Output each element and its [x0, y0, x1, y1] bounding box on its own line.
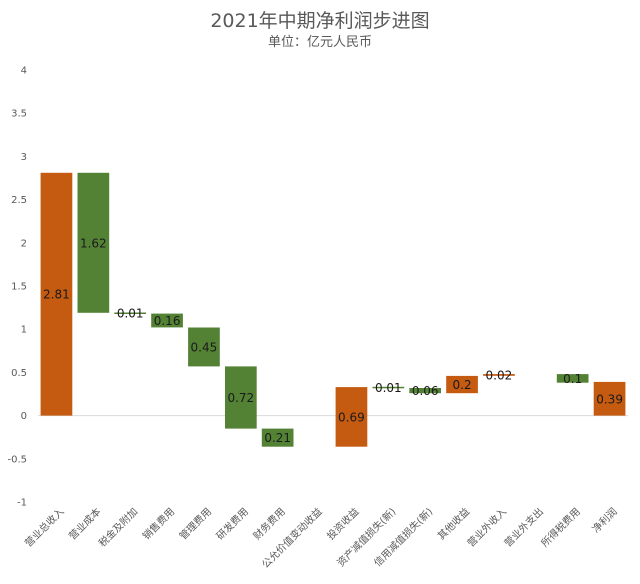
bar-6 [225, 366, 257, 429]
y-tick-label: 0 [21, 411, 27, 422]
bar-13 [483, 374, 515, 376]
x-category-label: 其他收益 [435, 505, 472, 542]
data-label-11: 0.06 [412, 384, 439, 398]
y-axis: 4 3.5 3 2.5 2 1.5 1 0.5 0 -0.5 -1 [7, 66, 27, 509]
bar-15 [556, 374, 589, 383]
x-category-label: 财务费用 [250, 505, 287, 542]
y-tick-label: 2.5 [11, 195, 27, 206]
chart-subtitle: 单位：亿元人民币 [268, 35, 372, 50]
x-category-label: 研发费用 [213, 505, 250, 542]
data-label-1: 2.81 [43, 288, 70, 302]
y-tick-label: 0.5 [11, 368, 27, 379]
data-labels: 2.81 1.62 0.01 0.16 0.45 0.72 0.21 0.69 0.01 0.06… [43, 236, 623, 445]
x-category-label: 净利润 [589, 505, 619, 535]
bar-series [40, 172, 626, 447]
y-tick-label: -1 [17, 498, 27, 509]
bar-4 [151, 313, 183, 328]
bar-3 [114, 312, 146, 314]
data-label-10: 0.01 [375, 381, 402, 395]
data-label-13: 0.02 [486, 369, 513, 383]
y-tick-label: 2 [21, 238, 27, 249]
data-label-16: 0.39 [596, 392, 623, 406]
x-category-label: 投资收益 [324, 505, 361, 542]
y-tick-label: -0.5 [7, 454, 27, 465]
x-category-label: 销售费用 [140, 505, 177, 542]
bar-5 [188, 327, 220, 367]
x-category-label: 管理费用 [177, 505, 214, 542]
bar-2 [77, 172, 110, 313]
x-category-label: 信用减值损失(新) [371, 505, 435, 569]
bar-11 [409, 388, 441, 394]
data-label-15: 0.1 [563, 372, 582, 386]
x-category-label: 营业外收入 [464, 505, 509, 550]
y-tick-label: 1.5 [11, 282, 27, 293]
data-label-2: 1.62 [80, 236, 107, 250]
bar-12 [446, 375, 478, 394]
x-category-label: 营业总收入 [22, 505, 67, 550]
y-tick-label: 3 [21, 152, 27, 163]
data-label-12: 0.2 [453, 378, 472, 392]
bar-7 [261, 428, 294, 447]
data-label-6: 0.72 [227, 391, 254, 405]
x-category-label: 营业成本 [66, 505, 103, 542]
bar-10 [372, 386, 405, 389]
bar-16 [593, 381, 626, 416]
x-category-label: 税金及附加 [96, 505, 141, 550]
chart-title: 2021年中期净利润步进图 [210, 10, 429, 32]
y-tick-label: 4 [21, 66, 27, 77]
x-category-label: 公允价值变动收益 [259, 505, 325, 571]
bar-1 [40, 172, 73, 416]
x-category-label: 营业外支出 [501, 505, 546, 550]
y-tick-label: 1 [21, 325, 27, 336]
data-label-5: 0.45 [191, 340, 218, 354]
data-label-4: 0.16 [154, 314, 181, 328]
bar-9 [335, 387, 368, 447]
y-tick-label: 3.5 [11, 109, 27, 120]
data-label-9: 0.69 [338, 410, 365, 424]
data-label-7: 0.21 [264, 431, 291, 445]
data-label-3: 0.01 [117, 307, 144, 321]
x-category-label: 所得税费用 [538, 505, 583, 550]
